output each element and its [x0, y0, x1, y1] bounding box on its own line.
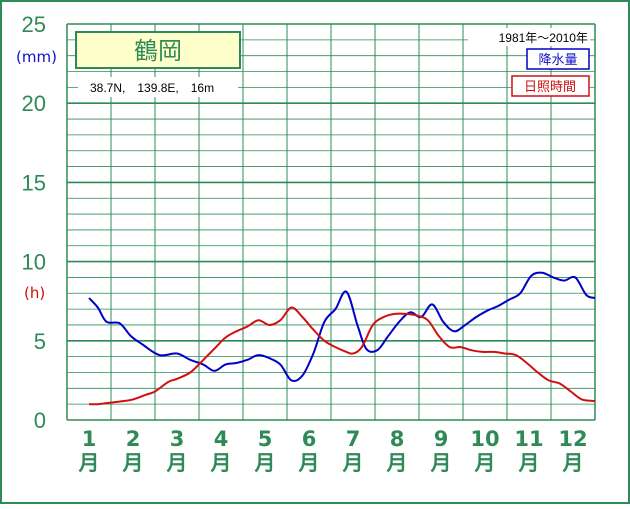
y-tick-label: 0	[34, 408, 46, 433]
x-tick-month-unit: 月	[474, 451, 496, 475]
series-lines	[88, 271, 596, 406]
legend-sunshine-label: 日照時間	[524, 80, 576, 95]
y-tick-labels: 0 5 10 15 20 25	[22, 12, 46, 433]
x-tick-month-unit: 月	[210, 451, 232, 475]
x-tick-month-number: 1	[82, 427, 97, 451]
period-bg	[468, 28, 590, 46]
legend-precip-box	[526, 48, 590, 70]
sunshine-line	[88, 306, 596, 406]
x-tick-month-number: 7	[346, 427, 361, 451]
x-tick-month-unit: 月	[166, 451, 188, 475]
x-tick-month-unit: 月	[386, 451, 408, 475]
station-title-box	[75, 31, 241, 69]
x-tick-month-number: 3	[170, 427, 185, 451]
sunshine-unit-label: (h)	[24, 284, 45, 302]
x-tick-month-number: 10	[470, 427, 499, 451]
y-tick-label: 15	[22, 170, 46, 195]
x-tick-month-unit: 月	[342, 451, 364, 475]
x-tick-month-unit: 月	[430, 451, 452, 475]
precipitation-line	[88, 271, 596, 383]
precip-unit-label: (mm)	[16, 48, 57, 66]
station-location: 38.7N, 139.8E, 16m	[90, 81, 214, 95]
y-tick-label: 10	[22, 250, 46, 275]
station-location-bg	[78, 77, 238, 97]
y-tick-label: 25	[22, 12, 46, 37]
legend-sun-box	[511, 75, 590, 97]
x-tick-month-unit: 月	[122, 451, 144, 475]
x-tick-month-number: 11	[514, 427, 543, 451]
x-tick-month-unit: 月	[78, 451, 100, 475]
x-tick-month-number: 12	[558, 427, 587, 451]
x-tick-month-unit: 月	[562, 451, 584, 475]
y-tick-label: 5	[34, 329, 46, 354]
x-tick-month-number: 2	[126, 427, 141, 451]
x-tick-month-unit: 月	[518, 451, 540, 475]
grid	[66, 23, 596, 421]
x-tick-month-unit: 月	[254, 451, 276, 475]
legend-precip-label: 降水量	[538, 53, 577, 68]
period-label: 1981年〜2010年	[499, 31, 588, 45]
x-tick-month-number: 6	[302, 427, 317, 451]
x-tick-month-number: 4	[214, 427, 229, 451]
x-tick-month-number: 5	[258, 427, 273, 451]
station-name: 鶴岡	[134, 37, 182, 65]
y-tick-label: 20	[22, 91, 46, 116]
x-tick-month-number: 9	[434, 427, 449, 451]
x-tick-month-number: 8	[390, 427, 405, 451]
x-tick-month-unit: 月	[298, 451, 320, 475]
